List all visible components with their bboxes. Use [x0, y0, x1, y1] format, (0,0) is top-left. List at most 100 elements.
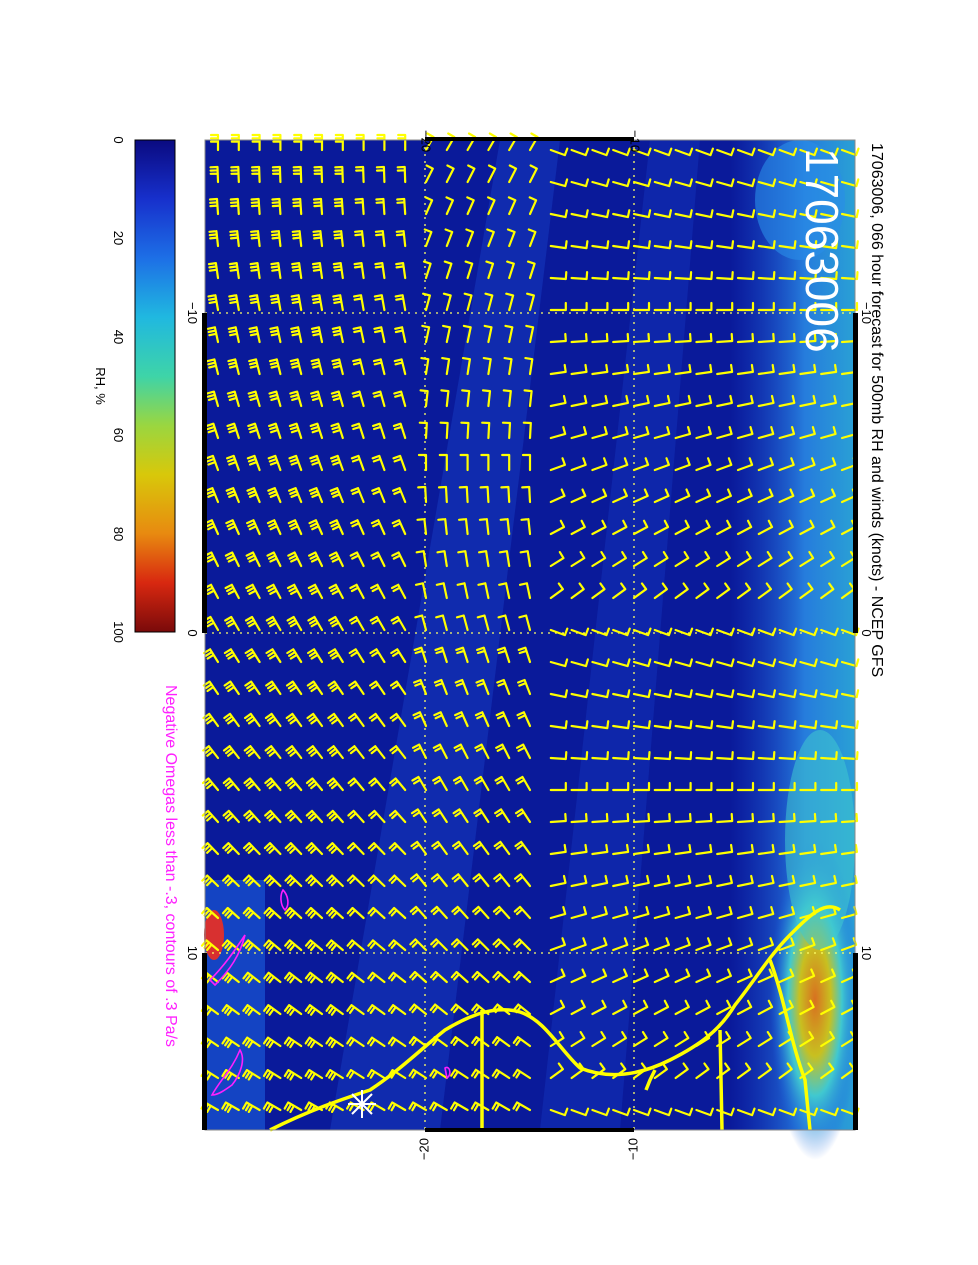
wind-barb [478, 550, 490, 568]
wind-barb [496, 678, 511, 696]
coastline [269, 905, 841, 1132]
wind-barb [716, 751, 734, 761]
wind-barb [266, 583, 282, 600]
wind-barb [227, 326, 240, 344]
wind-barb [736, 178, 756, 188]
wind-barb [778, 843, 796, 856]
wind-barb [612, 240, 631, 250]
plot-title: 17063006, 066 hour forecast for 500mb RH… [868, 143, 885, 677]
wind-barb [367, 939, 386, 952]
wind-barb [716, 937, 733, 952]
wind-barb [716, 968, 732, 984]
wind-barb [653, 968, 670, 984]
wind-barb [757, 843, 775, 856]
wind-barb [221, 1101, 240, 1113]
axis-bar-bottom [425, 1128, 634, 1132]
wind-barb [799, 627, 818, 637]
wind-barb [674, 240, 693, 250]
wind-barb [695, 457, 712, 472]
wind-barb [778, 394, 796, 408]
wind-barb [757, 582, 772, 600]
wind-barb [242, 971, 261, 984]
wind-barb [352, 358, 365, 376]
wind-barb [390, 583, 407, 600]
wind-barb [310, 326, 324, 344]
wind-barb [653, 178, 673, 188]
wind-barb [840, 658, 860, 668]
wind-barb [632, 874, 650, 888]
wind-barb [632, 457, 650, 472]
wind-barb [799, 147, 818, 157]
wind-barb [757, 301, 775, 312]
wind-barb [285, 745, 303, 760]
wind-barb [328, 583, 344, 600]
wind-barb [430, 905, 448, 920]
wind-barb [820, 178, 839, 188]
axis-bar-left-bottom [202, 953, 207, 1130]
wind-barb [201, 777, 220, 792]
wind-barb [476, 614, 490, 632]
wind-barb [346, 906, 365, 920]
wind-barb [307, 615, 324, 632]
wind-barb [820, 751, 838, 761]
wind-barb [456, 582, 469, 600]
wind-barb [408, 1068, 428, 1080]
wind-barb [632, 519, 649, 536]
wind-barb [612, 720, 631, 730]
wind-barb [716, 582, 731, 600]
wind-barb [370, 583, 386, 600]
wind-barb [820, 488, 836, 504]
wind-barb [612, 812, 630, 824]
wind-barb [757, 1062, 772, 1080]
wind-barb [483, 324, 493, 344]
wind-barb [653, 394, 671, 408]
wind-barb [778, 551, 794, 568]
wind-barb [674, 426, 692, 440]
wind-barb [269, 326, 282, 344]
wind-barb [312, 230, 324, 248]
wind-barb [820, 968, 836, 984]
wind-barb [478, 518, 490, 536]
wind-barb [330, 422, 344, 440]
wind-barb [514, 840, 532, 856]
wind-barb [757, 999, 774, 1016]
wind-barb [695, 781, 713, 792]
wind-barb [263, 906, 282, 920]
wind-barb [409, 938, 428, 952]
wind-barb [497, 614, 511, 632]
wind-barb [820, 457, 837, 472]
wind-barb [799, 178, 818, 188]
wind-barb [464, 260, 474, 280]
wind-barb [228, 294, 240, 312]
wind-barb [306, 745, 324, 760]
wind-barb [443, 260, 453, 280]
wind-barb [285, 777, 303, 792]
wind-barb [494, 775, 511, 792]
wind-barb [757, 332, 775, 344]
wind-barb [207, 294, 220, 312]
colorbar-tick-80: 80 [111, 527, 126, 541]
wind-barb [695, 363, 713, 376]
wind-barb [674, 843, 692, 856]
wind-barb [716, 209, 735, 219]
wind-barb [632, 147, 652, 157]
wind-barb [757, 178, 777, 188]
top-tick-minus10: −10 [628, 130, 643, 152]
wind-barb [514, 873, 532, 888]
wind-barb [283, 1004, 303, 1016]
wind-barb [222, 842, 240, 856]
wind-barb [757, 551, 773, 568]
wind-barb [288, 454, 303, 472]
wind-barb [736, 332, 755, 344]
wind-barb [799, 582, 814, 600]
wind-barb [418, 421, 428, 440]
wind-barb [716, 457, 733, 472]
wind-barb [445, 164, 455, 184]
wind-barb [653, 689, 672, 699]
wind-barb [245, 551, 261, 568]
wind-barb [393, 358, 407, 376]
colorbar-gradient [134, 139, 176, 633]
wind-barb [570, 751, 589, 761]
axis-bar-left-top [202, 313, 207, 633]
wind-barb [591, 906, 608, 920]
